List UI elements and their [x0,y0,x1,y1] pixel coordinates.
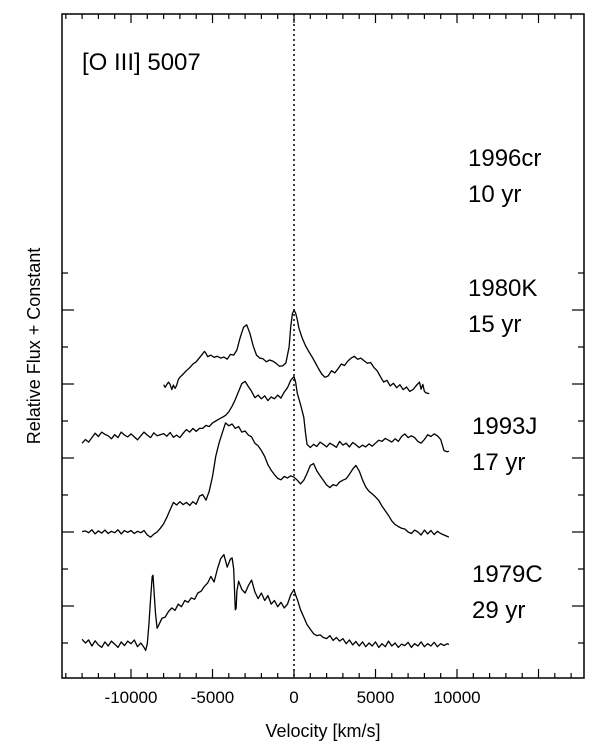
series-line-1996cr [163,309,430,395]
spectra-lines [81,309,450,652]
plot-frame [61,13,585,679]
x-tick-label: -5000 [191,688,234,707]
x-tick-label: 5000 [357,688,395,707]
series-label-1993J-age: 17 yr [472,449,525,476]
series-line-1979C [81,553,450,652]
series-line-1980K [81,375,450,453]
series-label-1980K-age: 15 yr [468,311,521,338]
chart-title: [O III] 5007 [82,49,201,76]
x-tick-label: 0 [289,688,298,707]
x-tick-label: 10000 [433,688,480,707]
series-label-1993J-name: 1993J [472,413,537,440]
y-axis-ticks [62,272,584,644]
series-label-1996cr-age: 10 yr [468,181,521,208]
series-label-1996cr-name: 1996cr [468,145,541,172]
series-label-1979C-age: 29 yr [472,597,525,624]
x-axis-label: Velocity [km/s] [265,721,380,741]
series-label-1979C-name: 1979C [472,561,543,588]
series-label-1980K-name: 1980K [468,275,537,302]
x-axis-ticks [65,14,572,678]
y-axis-label: Relative Flux + Constant [24,248,44,445]
x-tick-labels: -10000 -5000 0 5000 10000 [105,688,481,707]
series-line-1993J [81,422,450,538]
x-tick-label: -10000 [105,688,158,707]
